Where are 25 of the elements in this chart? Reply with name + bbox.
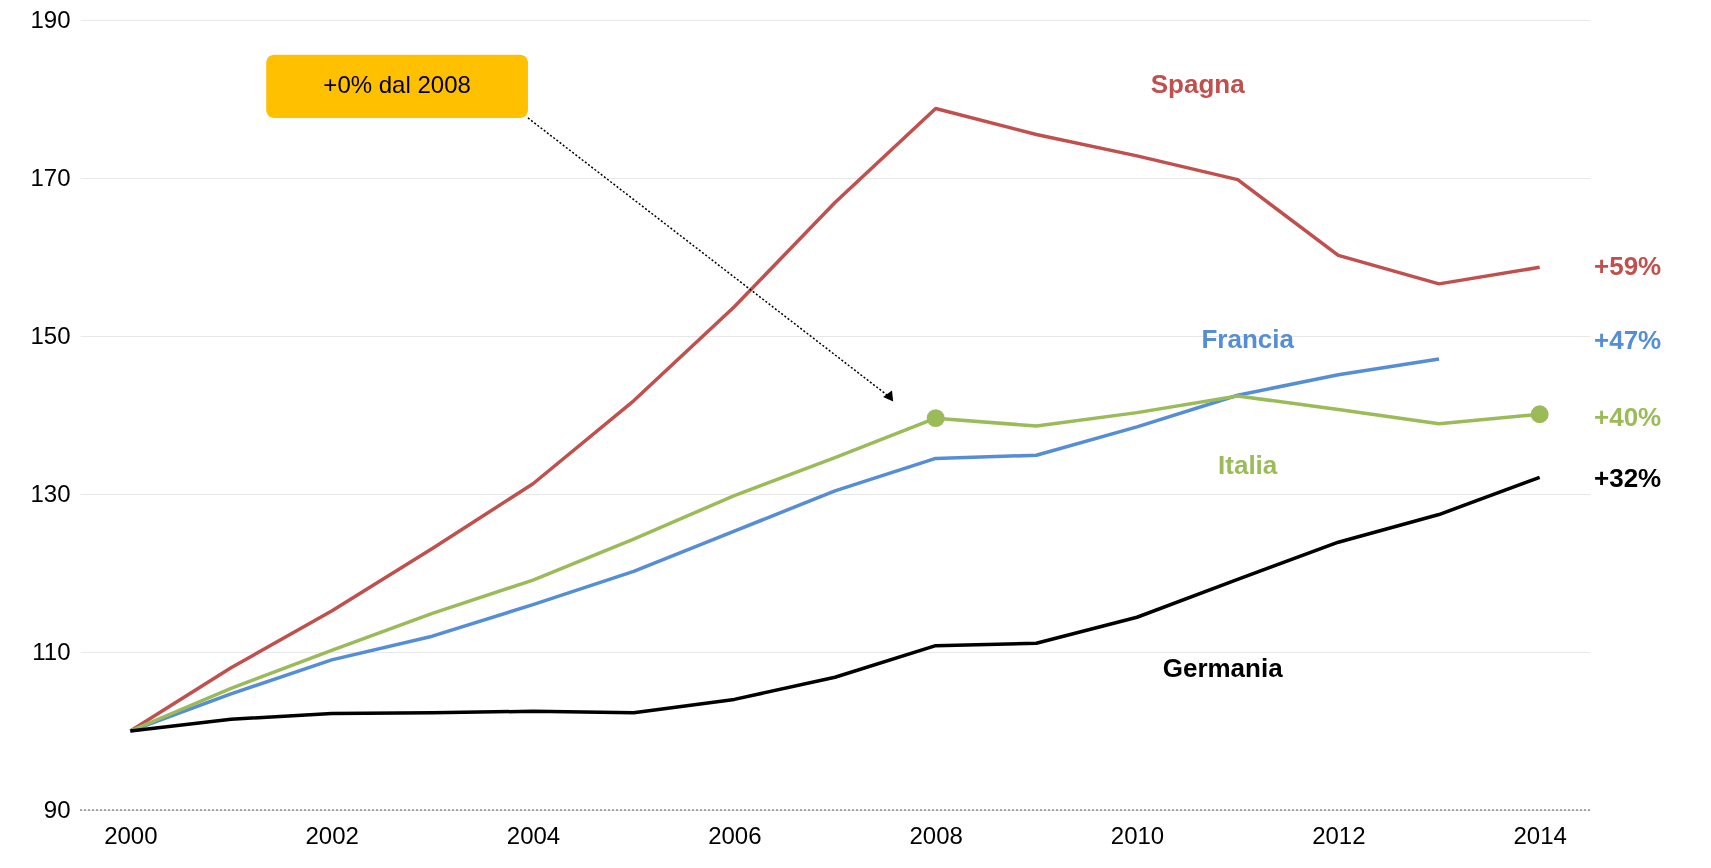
series-label: Germania: [1162, 653, 1284, 684]
annotation: +0% dal 2008: [323, 71, 471, 99]
line-series: [128, 475, 1542, 733]
y-tick-label: 190: [30, 5, 71, 33]
x-tick-label: 2002: [305, 821, 359, 849]
y-tick-label: 170: [30, 163, 71, 191]
y-tick-label: 130: [30, 479, 71, 507]
x-tick-label: 2000: [104, 821, 158, 849]
x-tick-label: 2014: [1513, 821, 1567, 849]
x-tick-label: 2006: [708, 821, 762, 849]
y-tick-label: 150: [30, 321, 71, 349]
x-tick-label: 2012: [1312, 821, 1366, 849]
x-tick-label: 2008: [909, 821, 963, 849]
text: +47%: [1594, 324, 1662, 355]
series-label: Italia: [1218, 450, 1278, 481]
y-tick-label: 90: [43, 795, 71, 823]
y-tick-label: 110: [32, 637, 71, 665]
text: +40%: [1594, 402, 1662, 433]
x-tick-label: 2004: [506, 821, 561, 849]
text: +59%: [1594, 251, 1662, 282]
x-tick-label: 2010: [1110, 821, 1165, 849]
series-label: Francia: [1201, 324, 1295, 355]
line-series: [128, 106, 1542, 733]
text: +32%: [1594, 463, 1662, 494]
text: Spagna: [1150, 68, 1246, 99]
